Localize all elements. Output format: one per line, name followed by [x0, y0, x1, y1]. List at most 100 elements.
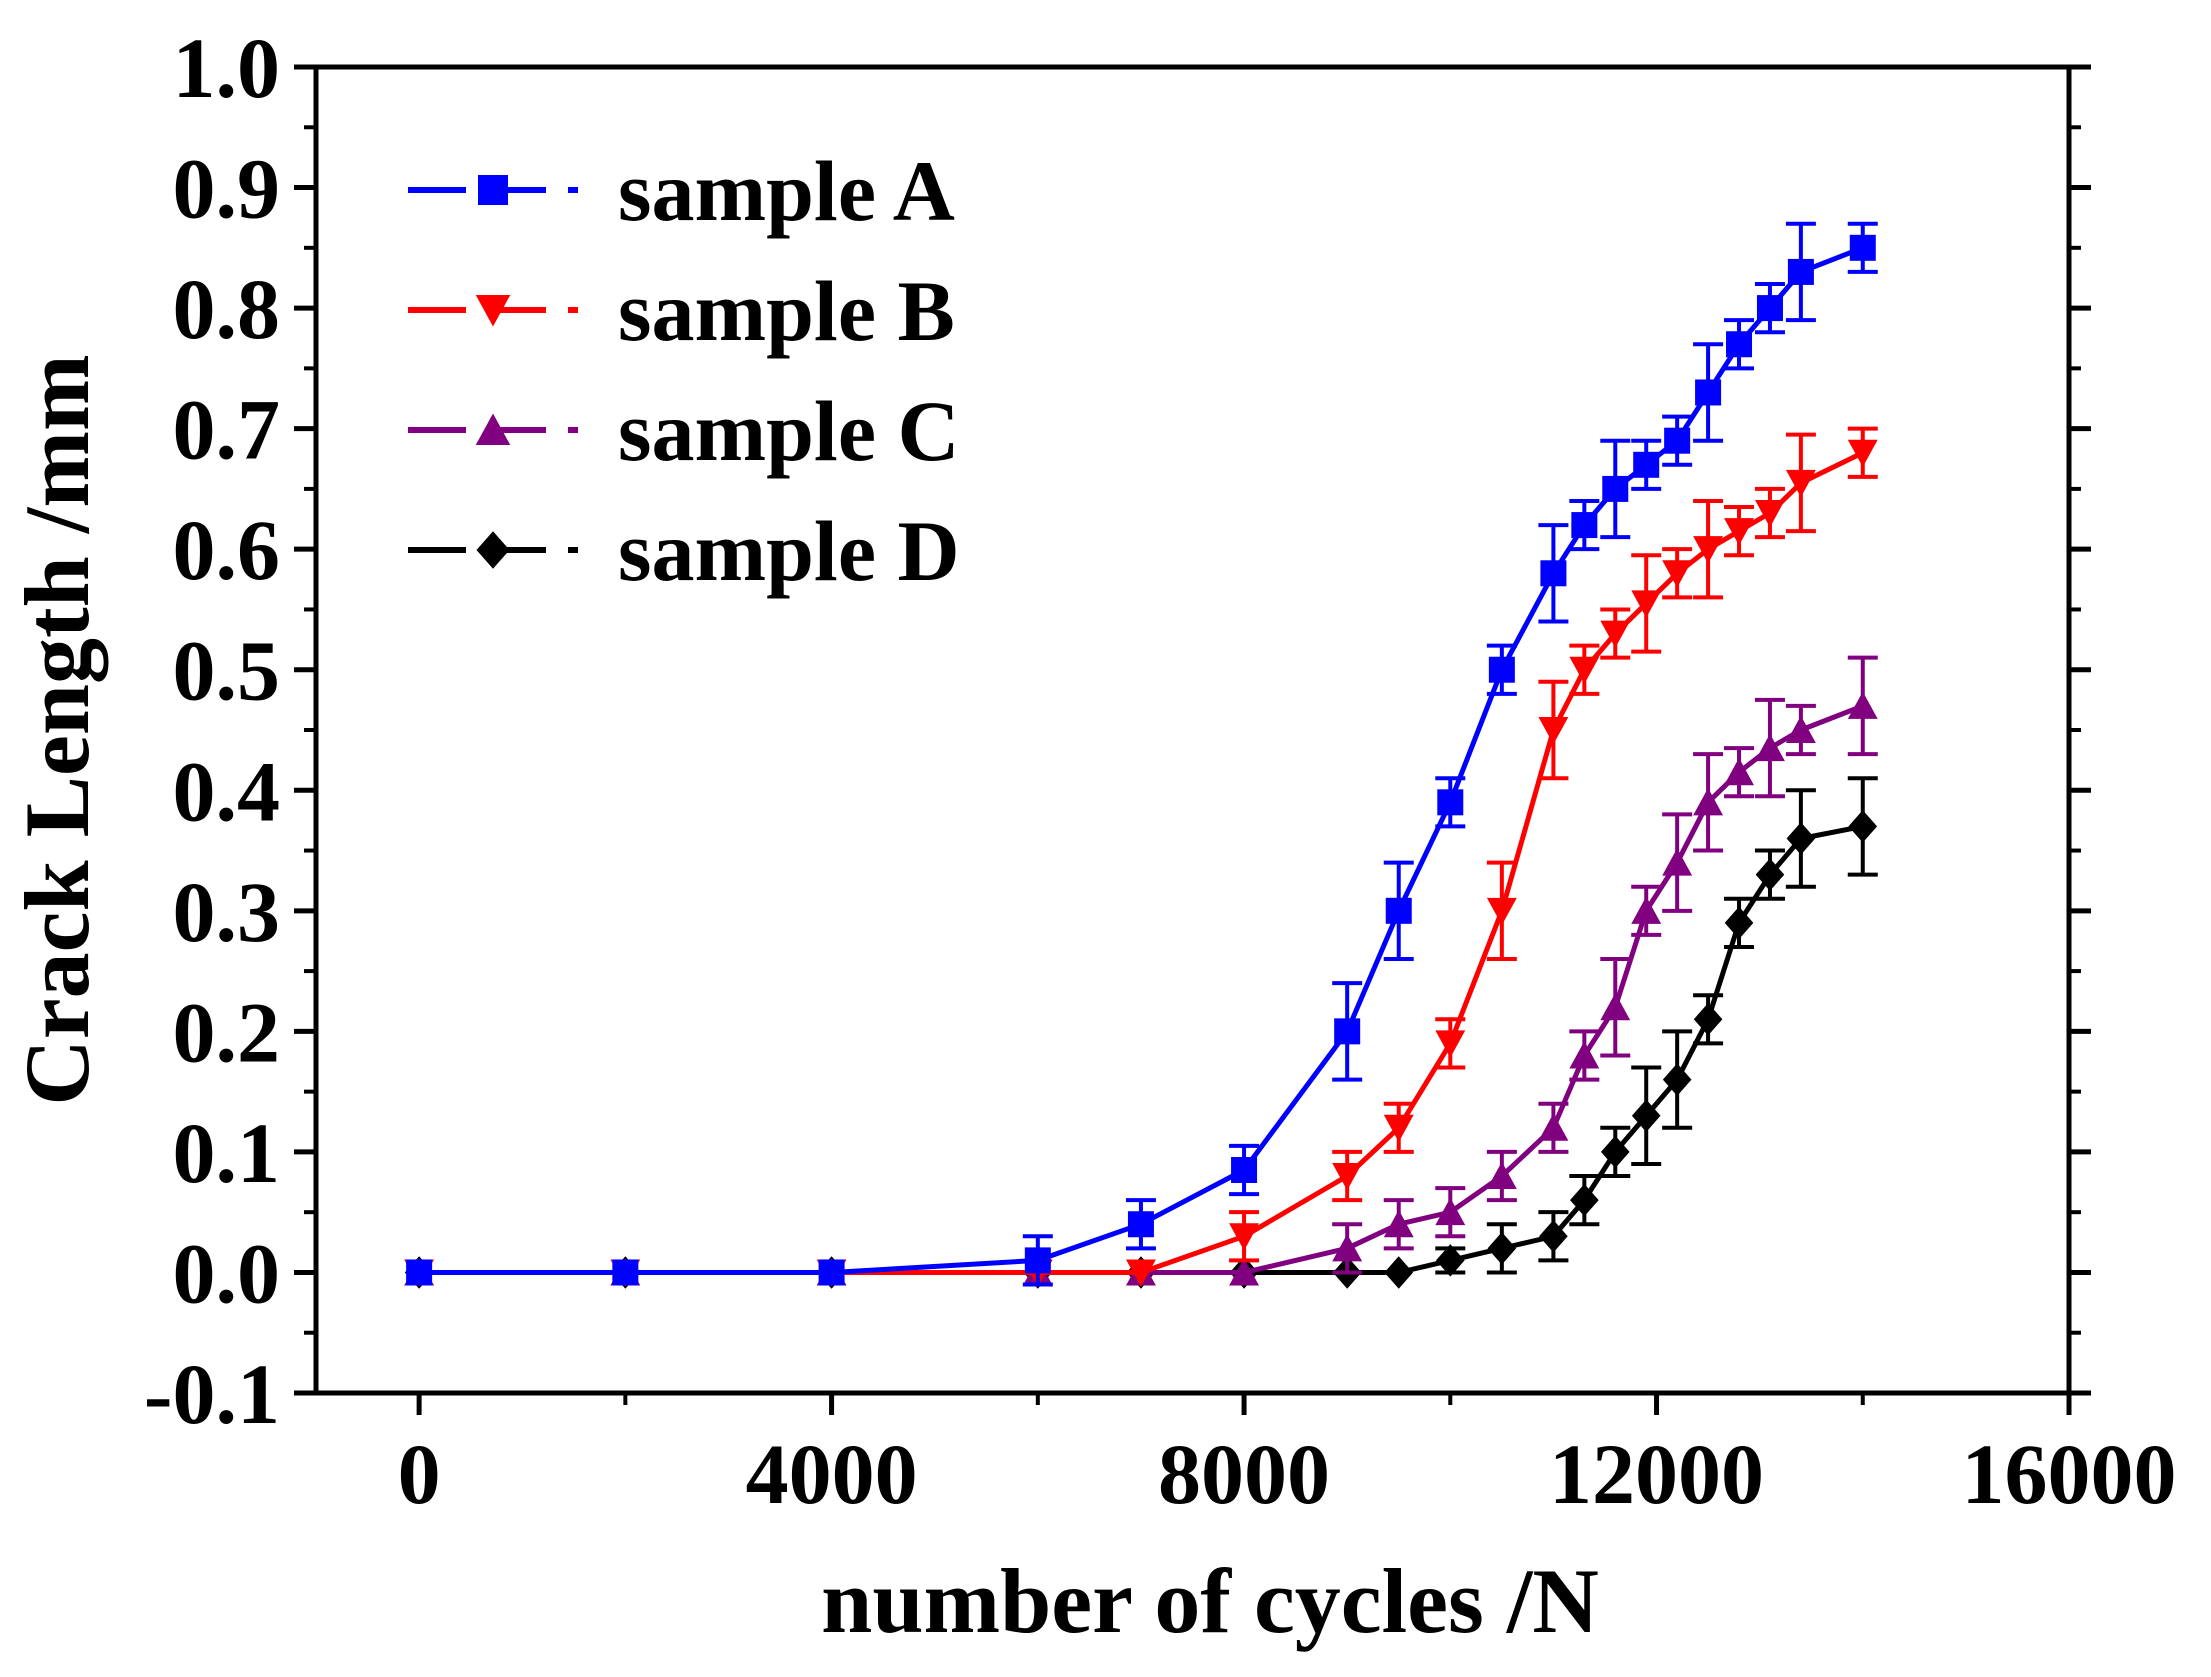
marker-triangle-up [1486, 1161, 1517, 1190]
x-tick-label: 4000 [746, 1426, 918, 1522]
marker-diamond [1539, 1220, 1568, 1253]
legend-entry-sample-a: sample A [408, 143, 955, 239]
marker-triangle-up [475, 413, 511, 445]
x-tick-label: 16000 [1962, 1426, 2177, 1522]
marker-square [1437, 789, 1464, 816]
legend-entry-sample-c: sample C [408, 383, 960, 479]
marker-diamond [1693, 1003, 1723, 1036]
marker-diamond [1600, 1135, 1630, 1169]
marker-triangle-up [1569, 1041, 1600, 1069]
marker-square [1571, 512, 1598, 539]
legend-label: sample B [618, 263, 955, 359]
x-tick-label: 12000 [1549, 1426, 1764, 1522]
marker-square [612, 1259, 639, 1286]
marker-square [1127, 1211, 1154, 1238]
marker-square [1726, 331, 1753, 358]
marker-square [1540, 560, 1567, 587]
marker-triangle-down [1383, 1114, 1414, 1143]
y-tick-label: -0.1 [144, 1346, 280, 1442]
marker-square [1024, 1247, 1051, 1274]
marker-diamond [476, 531, 510, 569]
marker-triangle-down [1662, 560, 1693, 588]
tick-marks [294, 64, 2091, 1415]
marker-diamond [1487, 1232, 1517, 1265]
marker-square [1385, 897, 1412, 924]
marker-triangle-up [1538, 1113, 1569, 1141]
y-tick-label: 0.2 [173, 984, 281, 1080]
marker-square [818, 1259, 845, 1286]
marker-square [1334, 1018, 1361, 1045]
series-sample-b [404, 426, 1878, 1287]
marker-diamond [1435, 1244, 1465, 1277]
marker-triangle-down [1693, 536, 1724, 564]
marker-triangle-up [1631, 896, 1662, 924]
marker-triangle-down [1724, 518, 1754, 546]
marker-diamond [1662, 1063, 1692, 1096]
marker-triangle-down [1229, 1223, 1260, 1251]
x-tick-label: 8000 [1158, 1426, 1330, 1522]
marker-triangle-down [1755, 500, 1785, 528]
marker-diamond [1755, 858, 1785, 891]
y-tick-label: 0.8 [173, 261, 281, 357]
marker-triangle-up [1435, 1197, 1466, 1226]
marker-triangle-up [1332, 1234, 1363, 1262]
marker-square [478, 175, 508, 205]
marker-diamond [1724, 906, 1754, 940]
marker-triangle-up [1662, 848, 1693, 876]
y-tick-labels: -0.1 0.0 0.1 0.2 0.3 0.4 0.5 0.6 0.7 0.8 0.9 1.0 [144, 20, 280, 1442]
y-axis-title: Crack Length /mm [6, 354, 108, 1105]
marker-square [1664, 427, 1691, 454]
marker-triangle-up [1693, 788, 1724, 816]
y-tick-label: 0.1 [173, 1105, 281, 1201]
y-tick-label: 0.7 [173, 382, 281, 478]
marker-triangle-down [475, 295, 511, 327]
marker-triangle-down [1435, 1030, 1466, 1058]
x-tick-label: 0 [398, 1426, 441, 1522]
marker-diamond [1848, 810, 1878, 843]
marker-triangle-down [1332, 1163, 1363, 1191]
marker-triangle-up [1600, 992, 1631, 1021]
legend: sample A sample B sample C sample D [408, 143, 960, 599]
marker-triangle-up [1847, 691, 1878, 719]
marker-diamond [1570, 1183, 1599, 1217]
legend-entry-sample-d: sample D [408, 503, 960, 599]
marker-diamond [1786, 822, 1816, 855]
y-tick-label: 0.6 [173, 502, 281, 598]
series-layer [404, 221, 1878, 1289]
y-tick-label: 0.3 [173, 864, 281, 960]
x-tick-labels: 0 4000 8000 12000 16000 [398, 1426, 2177, 1522]
marker-square [1633, 451, 1660, 478]
marker-square [1695, 379, 1722, 406]
marker-square [1231, 1156, 1258, 1183]
legend-label: sample C [618, 383, 960, 479]
legend-entry-sample-b: sample B [408, 263, 955, 359]
x-axis-title: number of cycles /N [821, 1550, 1599, 1652]
y-tick-label: 1.0 [173, 20, 281, 116]
marker-triangle-up [1785, 715, 1816, 743]
y-tick-label: 0.0 [173, 1225, 281, 1321]
marker-triangle-down [1847, 439, 1878, 468]
y-tick-label: 0.5 [173, 623, 281, 719]
marker-triangle-up [1383, 1209, 1414, 1238]
marker-triangle-down [1569, 656, 1600, 685]
series-sample-a [406, 221, 1878, 1287]
y-tick-label: 0.9 [173, 141, 281, 237]
series-sample-c [404, 655, 1878, 1286]
marker-diamond [1384, 1256, 1414, 1289]
marker-square [1488, 656, 1515, 683]
marker-triangle-up [1724, 757, 1754, 786]
marker-square [1756, 295, 1783, 322]
legend-label: sample A [618, 143, 955, 239]
marker-triangle-down [1631, 590, 1662, 618]
marker-triangle-up [1755, 733, 1785, 762]
legend-label: sample D [618, 503, 960, 599]
marker-square [1849, 234, 1876, 261]
marker-triangle-up [1229, 1258, 1260, 1286]
marker-triangle-down [1538, 717, 1569, 745]
marker-diamond [1631, 1099, 1661, 1132]
marker-square [1602, 475, 1629, 502]
marker-square [1787, 258, 1814, 285]
marker-triangle-down [1125, 1259, 1156, 1287]
marker-square [406, 1259, 433, 1286]
